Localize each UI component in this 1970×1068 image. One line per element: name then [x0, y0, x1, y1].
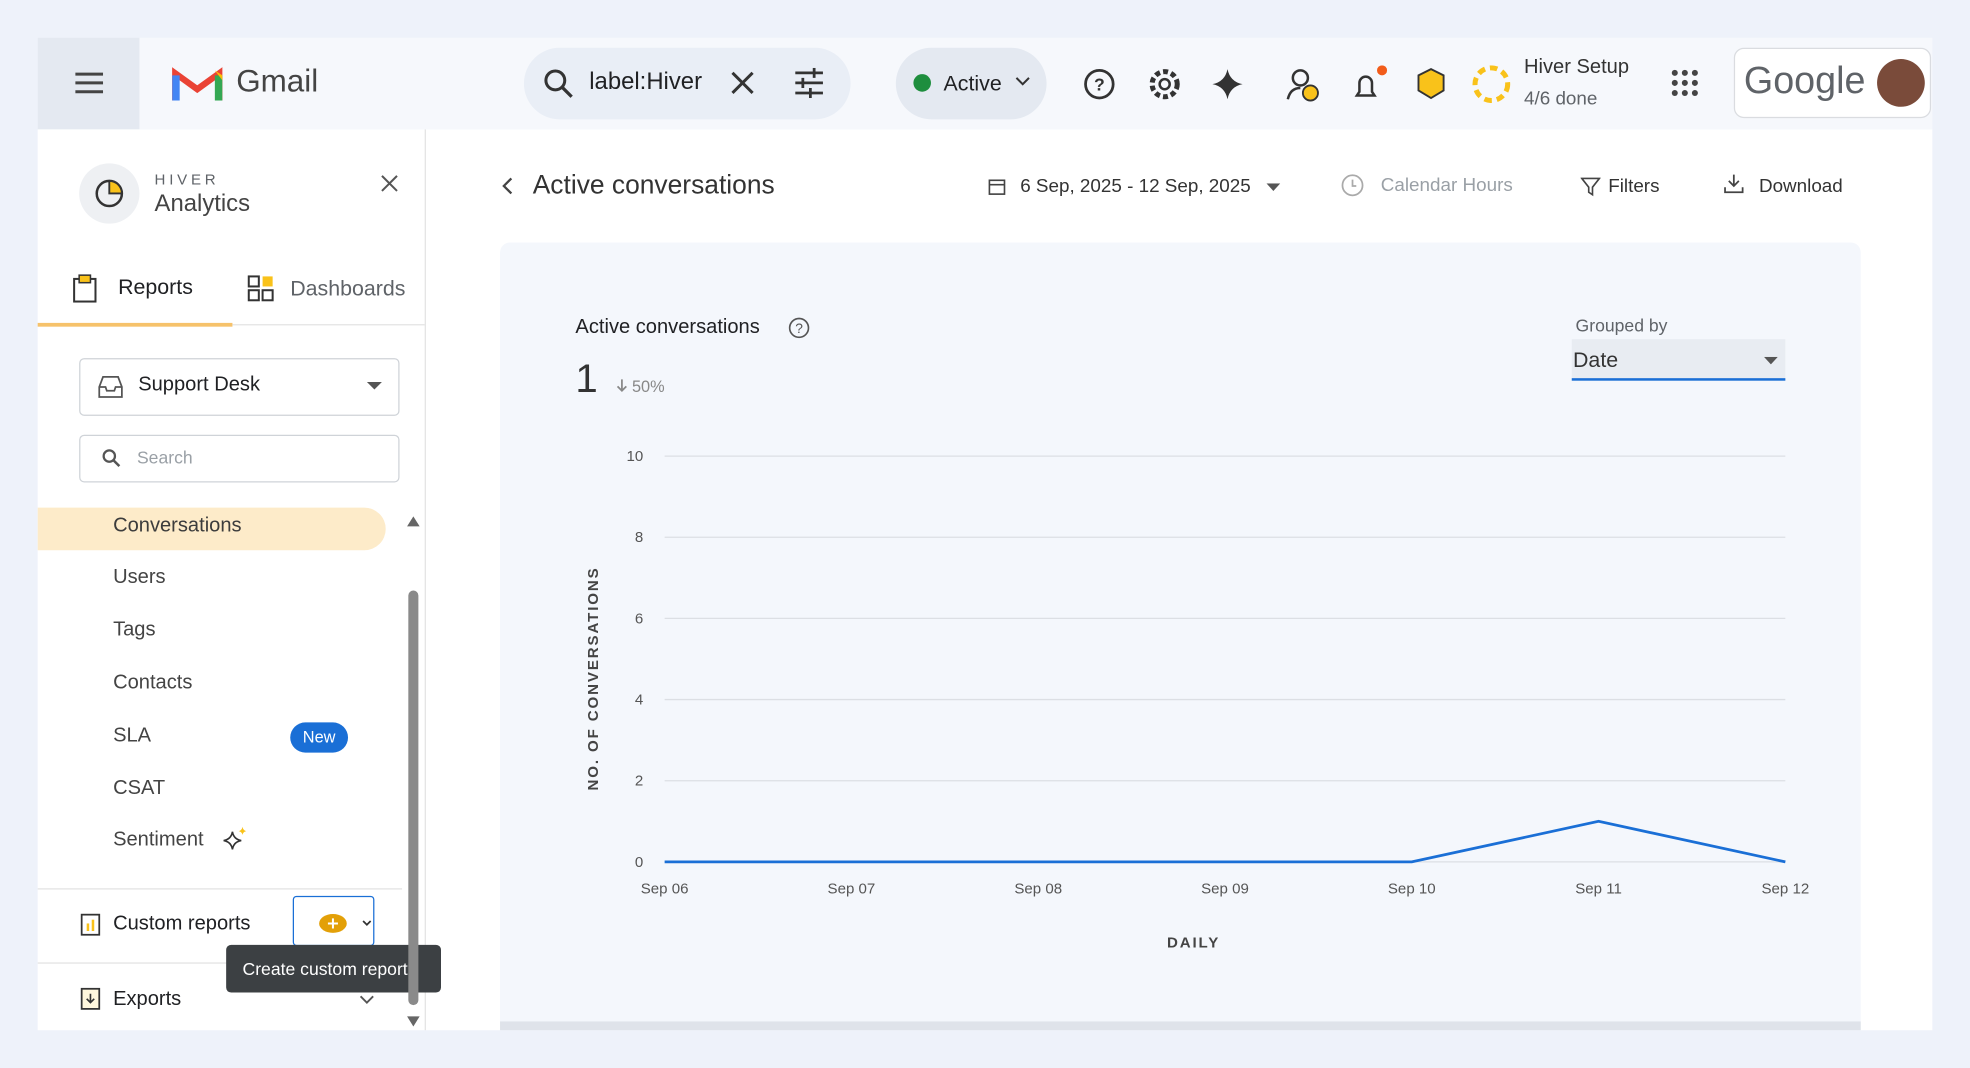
- nav-item[interactable]: Tags: [113, 619, 156, 641]
- y-tick-label: 6: [635, 610, 643, 627]
- gmail-logo: [172, 67, 223, 101]
- nav-item[interactable]: Sentiment: [113, 829, 204, 851]
- y-axis-label: NO. OF CONVERSATIONS: [585, 566, 602, 790]
- menu-icon: [75, 72, 104, 94]
- y-tick-label: 0: [635, 854, 643, 871]
- inbox-select[interactable]: [79, 358, 400, 416]
- download-icon: [1724, 174, 1744, 194]
- avatar: [1877, 59, 1925, 107]
- y-tick-label: 10: [627, 448, 644, 465]
- sentiment-sparkle: [223, 826, 247, 850]
- back-button[interactable]: [501, 177, 514, 195]
- setup-title: Hiver Setup: [1524, 56, 1630, 78]
- x-tick-label: Sep 12: [1761, 880, 1809, 897]
- nav-item[interactable]: SLA: [113, 724, 152, 747]
- setup-progress: 4/6 done: [1524, 87, 1598, 110]
- sidebar-search-placeholder: Search: [136, 447, 193, 468]
- clear-search[interactable]: [729, 69, 757, 97]
- clock-icon: [1341, 174, 1364, 197]
- custom-reports[interactable]: Custom reports: [113, 913, 251, 935]
- grouped-by-label: Grouped by: [1575, 315, 1668, 336]
- account-brand: Google: [1743, 60, 1866, 102]
- custom-reports-icon: [80, 913, 101, 936]
- metric: 1: [575, 355, 598, 401]
- line: [664, 819, 1786, 864]
- section-divider: [37, 888, 403, 890]
- search-options[interactable]: [793, 67, 826, 98]
- sidebar-divider: [424, 129, 426, 1031]
- section-divider: [37, 962, 403, 964]
- x-tick-label: Sep 10: [1388, 880, 1436, 897]
- filters[interactable]: Filters: [1608, 175, 1660, 198]
- tooltip-text: Create custom report: [242, 958, 408, 979]
- download[interactable]: Download: [1758, 175, 1843, 198]
- sidebar-scrollbar[interactable]: [405, 510, 423, 1030]
- grouped-by-caret: [1763, 356, 1778, 365]
- inbox-icon: [98, 376, 123, 398]
- toolbar-icons[interactable]: ?: [1081, 65, 1521, 104]
- down-arrow: [616, 379, 627, 392]
- close-sidebar[interactable]: [381, 175, 399, 193]
- add-icon: [319, 914, 372, 933]
- x-tick-label: Sep 08: [1014, 880, 1062, 897]
- exports-icon: [80, 987, 101, 1010]
- y-tick-label: 2: [635, 773, 643, 790]
- date-range[interactable]: 6 Sep, 2025 - 12 Sep, 2025: [1020, 175, 1251, 198]
- brand-icon: [79, 163, 140, 224]
- nav-item[interactable]: CSAT: [113, 777, 166, 800]
- calendar-icon: [988, 179, 1006, 195]
- page-title: Active conversations: [532, 170, 775, 200]
- search-icon: [544, 69, 573, 98]
- svg-text:?: ?: [795, 320, 803, 336]
- nav-item[interactable]: Conversations: [113, 515, 242, 537]
- metric-change: 50%: [631, 376, 665, 396]
- x-axis-label: DAILY: [1167, 934, 1220, 951]
- grouped-by-select[interactable]: [1571, 339, 1786, 381]
- search-query: label:Hiver: [589, 69, 703, 96]
- x-tick-label: Sep 11: [1575, 880, 1622, 897]
- status-caret: [1015, 77, 1030, 86]
- nav-item[interactable]: Users: [113, 566, 166, 588]
- y-tick-label: 4: [635, 692, 643, 709]
- tab-reports[interactable]: Reports: [118, 275, 193, 300]
- inbox-caret: [366, 381, 382, 390]
- x-tick-label: Sep 09: [1201, 880, 1249, 897]
- inbox-name: Support Desk: [138, 374, 260, 396]
- menu-button[interactable]: [37, 37, 140, 130]
- tab-dashboards[interactable]: Dashboards: [290, 276, 406, 301]
- calendar-hours[interactable]: Calendar Hours: [1380, 174, 1513, 196]
- brand: HIVER: [154, 170, 220, 189]
- new-badge: New: [290, 722, 349, 753]
- grouped-by-value: Date: [1573, 348, 1619, 372]
- status-text: Active: [943, 71, 1002, 96]
- sidebar-search-icon: [102, 449, 121, 468]
- card-title: Active conversations: [575, 316, 760, 338]
- product: Analytics: [154, 190, 251, 218]
- x-tick-label: Sep 07: [828, 880, 876, 897]
- nav-active-bg: [37, 507, 386, 551]
- exports[interactable]: Exports: [113, 988, 182, 1011]
- y-tick-label: 8: [635, 529, 643, 546]
- svg-text:?: ?: [1094, 74, 1105, 94]
- dashboards-icon: [247, 275, 274, 302]
- nav-item[interactable]: Contacts: [113, 672, 193, 694]
- filter-icon: [1580, 177, 1601, 197]
- card-scrollbar: [500, 1021, 1861, 1031]
- tabs-divider: [232, 324, 425, 326]
- date-caret: [1266, 183, 1281, 191]
- x-tick-label: Sep 06: [641, 880, 689, 897]
- sidebar-search[interactable]: [79, 434, 400, 483]
- apps-icon[interactable]: [1671, 69, 1699, 97]
- tab-underline: [37, 322, 233, 327]
- reports-icon: [73, 274, 97, 303]
- app-name: Gmail: [236, 64, 319, 100]
- exports-caret: [359, 995, 374, 1004]
- tooltip: [226, 944, 441, 993]
- help-icon[interactable]: ?: [788, 317, 811, 340]
- status-dot: [913, 74, 931, 92]
